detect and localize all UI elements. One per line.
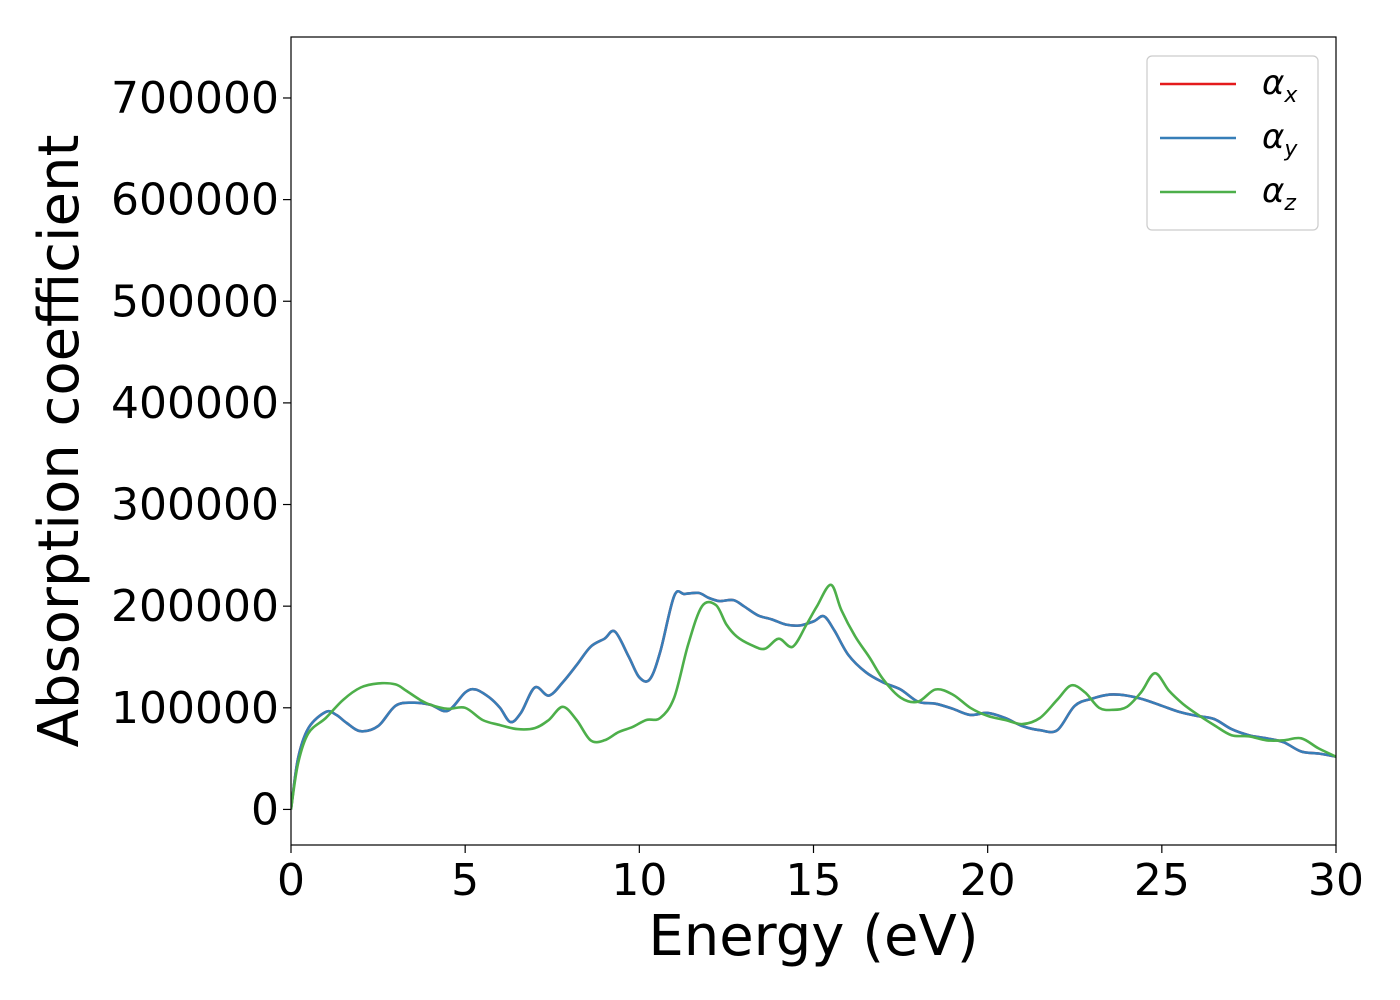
series-line-z <box>291 583 1336 810</box>
y-tick-label: 500000 <box>111 276 279 327</box>
x-tick-label: 0 <box>277 855 305 906</box>
x-tick-label: 20 <box>960 855 1016 906</box>
legend-subscript: z <box>1283 191 1296 216</box>
y-axis-ticks: 0 100000 200000 300000 400000 500000 600000 700… <box>111 73 291 835</box>
x-tick-label: 5 <box>451 855 479 906</box>
y-tick-label: 0 <box>251 784 279 835</box>
plot-lines <box>291 583 1336 810</box>
legend-label-x: αx <box>1262 63 1298 108</box>
legend-label-z: αz <box>1262 171 1296 216</box>
y-tick-label: 700000 <box>111 73 279 124</box>
legend-box <box>1146 55 1319 231</box>
x-tick-label: 15 <box>786 855 842 906</box>
legend-symbol: α <box>1262 63 1284 103</box>
legend-subscript: x <box>1283 83 1298 108</box>
x-axis-label: Energy (eV) <box>648 904 978 969</box>
x-tick-label: 25 <box>1134 855 1190 906</box>
x-tick-label: 10 <box>611 855 667 906</box>
x-axis-ticks: 0 5 10 15 20 25 30 <box>277 845 1364 906</box>
x-tick-label: 30 <box>1308 855 1364 906</box>
legend-symbol: α <box>1262 117 1284 157</box>
y-axis-label: Absorption coefficient <box>27 135 92 748</box>
y-tick-label: 400000 <box>111 378 279 429</box>
legend-label-y: αy <box>1262 117 1298 162</box>
plot-frame <box>290 36 1337 846</box>
y-tick-label: 200000 <box>111 581 279 632</box>
series-line-y <box>291 589 1336 810</box>
y-tick-label: 100000 <box>111 683 279 734</box>
legend-subscript: y <box>1283 137 1298 162</box>
y-tick-label: 300000 <box>111 480 279 531</box>
legend-symbol: α <box>1262 171 1284 211</box>
y-tick-label: 600000 <box>111 175 279 226</box>
